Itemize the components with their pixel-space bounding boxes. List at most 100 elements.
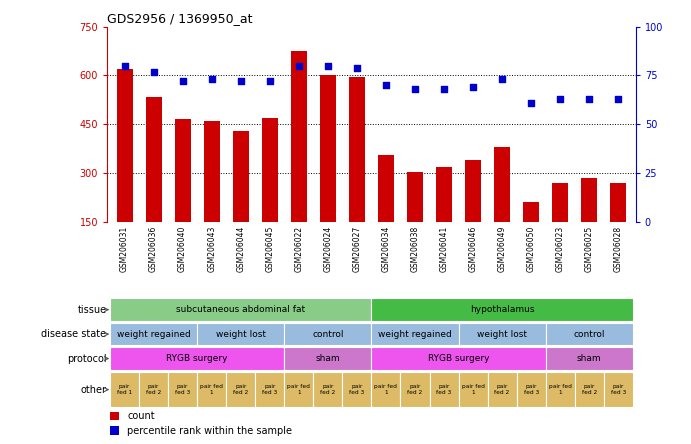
Text: GSM206046: GSM206046 bbox=[468, 226, 477, 272]
Text: tissue: tissue bbox=[77, 305, 106, 315]
Bar bbox=[168, 372, 197, 407]
Bar bbox=[175, 119, 191, 271]
Bar bbox=[546, 347, 633, 370]
Point bbox=[439, 86, 450, 93]
Text: hypothalamus: hypothalamus bbox=[470, 305, 534, 314]
Text: protocol: protocol bbox=[67, 353, 106, 364]
Point bbox=[322, 62, 333, 69]
Bar bbox=[401, 372, 430, 407]
Text: disease state: disease state bbox=[41, 329, 106, 339]
Bar bbox=[197, 372, 226, 407]
Point bbox=[119, 62, 130, 69]
Text: sham: sham bbox=[316, 354, 340, 363]
Text: RYGB surgery: RYGB surgery bbox=[167, 354, 228, 363]
Point bbox=[177, 78, 188, 85]
Bar bbox=[284, 372, 313, 407]
Bar bbox=[494, 147, 510, 271]
Point bbox=[148, 68, 159, 75]
Bar bbox=[284, 347, 371, 370]
Point bbox=[468, 83, 479, 91]
Point bbox=[526, 99, 537, 107]
Text: pair
fed 1: pair fed 1 bbox=[117, 384, 132, 395]
Text: weight regained: weight regained bbox=[378, 329, 452, 339]
Bar bbox=[233, 131, 249, 271]
Bar bbox=[255, 372, 284, 407]
Bar bbox=[546, 372, 575, 407]
Bar bbox=[349, 77, 365, 271]
Bar bbox=[110, 298, 371, 321]
Text: pair
fed 2: pair fed 2 bbox=[495, 384, 510, 395]
Text: pair
fed 3: pair fed 3 bbox=[175, 384, 190, 395]
Text: other: other bbox=[81, 385, 106, 395]
Text: pair
fed 3: pair fed 3 bbox=[349, 384, 365, 395]
Bar bbox=[459, 323, 546, 345]
Text: pair
fed 3: pair fed 3 bbox=[524, 384, 539, 395]
Text: GDS2956 / 1369950_at: GDS2956 / 1369950_at bbox=[107, 12, 253, 25]
Text: GSM206025: GSM206025 bbox=[585, 226, 594, 272]
Bar bbox=[407, 171, 423, 271]
Bar bbox=[117, 69, 133, 271]
Text: weight regained: weight regained bbox=[117, 329, 191, 339]
Text: GSM206031: GSM206031 bbox=[120, 226, 129, 272]
Bar bbox=[371, 298, 633, 321]
Text: GSM206043: GSM206043 bbox=[207, 226, 216, 272]
Text: GSM206022: GSM206022 bbox=[294, 226, 303, 272]
Text: GSM206045: GSM206045 bbox=[265, 226, 274, 272]
Bar bbox=[110, 372, 139, 407]
Text: pair fed
1: pair fed 1 bbox=[549, 384, 571, 395]
Text: control: control bbox=[312, 329, 343, 339]
Bar bbox=[110, 426, 120, 435]
Point bbox=[410, 86, 421, 93]
Text: GSM206044: GSM206044 bbox=[236, 226, 245, 272]
Bar bbox=[436, 166, 452, 271]
Text: GSM206040: GSM206040 bbox=[178, 226, 187, 272]
Bar bbox=[517, 372, 546, 407]
Text: GSM206024: GSM206024 bbox=[323, 226, 332, 272]
Bar bbox=[110, 323, 197, 345]
Text: pair fed
1: pair fed 1 bbox=[287, 384, 310, 395]
Bar bbox=[575, 372, 604, 407]
Point bbox=[613, 95, 624, 103]
Bar bbox=[139, 372, 168, 407]
Point bbox=[381, 82, 392, 89]
Text: GSM206023: GSM206023 bbox=[556, 226, 565, 272]
Text: pair fed
1: pair fed 1 bbox=[462, 384, 484, 395]
Text: GSM206034: GSM206034 bbox=[381, 226, 390, 272]
Bar bbox=[581, 178, 597, 271]
Bar bbox=[546, 323, 633, 345]
Text: pair
fed 2: pair fed 2 bbox=[320, 384, 335, 395]
Bar bbox=[110, 347, 284, 370]
Bar bbox=[313, 372, 342, 407]
Bar bbox=[459, 372, 488, 407]
Text: GSM206049: GSM206049 bbox=[498, 226, 507, 272]
Bar bbox=[204, 121, 220, 271]
Text: pair
fed 3: pair fed 3 bbox=[262, 384, 277, 395]
Text: GSM206041: GSM206041 bbox=[439, 226, 448, 272]
Text: pair
fed 2: pair fed 2 bbox=[146, 384, 161, 395]
Bar bbox=[342, 372, 371, 407]
Point bbox=[584, 95, 595, 103]
Bar bbox=[430, 372, 459, 407]
Text: subcutaneous abdominal fat: subcutaneous abdominal fat bbox=[176, 305, 305, 314]
Bar bbox=[291, 51, 307, 271]
Bar bbox=[604, 372, 633, 407]
Text: weight lost: weight lost bbox=[216, 329, 266, 339]
Text: pair
fed 3: pair fed 3 bbox=[611, 384, 626, 395]
Point bbox=[293, 62, 304, 69]
Text: GSM206036: GSM206036 bbox=[149, 226, 158, 272]
Text: GSM206050: GSM206050 bbox=[527, 226, 536, 272]
Bar bbox=[378, 155, 394, 271]
Text: count: count bbox=[127, 411, 155, 421]
Point bbox=[206, 76, 217, 83]
Text: percentile rank within the sample: percentile rank within the sample bbox=[127, 425, 292, 436]
Bar bbox=[320, 75, 336, 271]
Bar bbox=[226, 372, 255, 407]
Text: pair fed
1: pair fed 1 bbox=[375, 384, 397, 395]
Text: pair
fed 2: pair fed 2 bbox=[582, 384, 597, 395]
Point bbox=[555, 95, 566, 103]
Point bbox=[497, 76, 508, 83]
Bar bbox=[262, 119, 278, 271]
Text: pair
fed 2: pair fed 2 bbox=[233, 384, 248, 395]
Text: GSM206027: GSM206027 bbox=[352, 226, 361, 272]
Text: GSM206038: GSM206038 bbox=[410, 226, 419, 272]
